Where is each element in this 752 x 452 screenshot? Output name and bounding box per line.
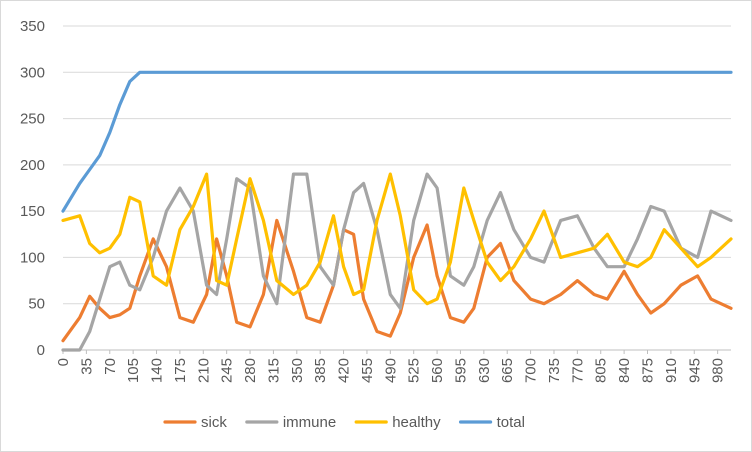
x-tick-label: 210 — [195, 358, 212, 383]
series-line-sick — [61, 218, 733, 343]
x-tick-label: 175 — [172, 358, 189, 383]
y-tick-label: 300 — [20, 64, 45, 81]
series-lines — [61, 70, 733, 352]
legend-label-healthy: healthy — [392, 414, 441, 431]
x-tick-label: 770 — [569, 358, 586, 383]
series-line-healthy — [61, 172, 733, 306]
x-tick-label: 665 — [499, 358, 516, 383]
x-tick-label: 70 — [102, 358, 119, 375]
x-tick-label: 385 — [312, 358, 329, 383]
y-tick-label: 100 — [20, 249, 45, 266]
x-tick-label: 910 — [663, 358, 680, 383]
y-tick-label: 250 — [20, 111, 45, 128]
x-tick-label: 455 — [359, 358, 376, 383]
x-tick-label: 105 — [125, 358, 142, 383]
x-tick-label: 350 — [289, 358, 306, 383]
x-axis: 0 35 70 105 140 175 210 245 280 315 350 385 420 455 49… — [55, 349, 731, 383]
x-tick-label: 735 — [546, 358, 563, 383]
x-tick-label: 945 — [686, 358, 703, 383]
x-tick-label: 0 — [55, 358, 72, 366]
x-tick-label: 490 — [382, 358, 399, 383]
x-tick-label: 280 — [242, 358, 259, 383]
x-tick-label: 315 — [265, 358, 282, 383]
y-axis: 0 50 100 150 200 250 300 350 — [20, 18, 45, 359]
y-tick-label: 350 — [20, 18, 45, 35]
x-tick-label: 805 — [593, 358, 610, 383]
x-tick-label: 595 — [452, 358, 469, 383]
x-tick-label: 245 — [219, 358, 236, 383]
legend: sick immune healthy total — [163, 414, 525, 431]
y-tick-label: 150 — [20, 203, 45, 220]
y-tick-label: 200 — [20, 157, 45, 174]
x-tick-label: 875 — [640, 358, 657, 383]
legend-label-immune: immune — [283, 414, 336, 431]
legend-label-sick: sick — [201, 414, 227, 431]
y-tick-label: 50 — [28, 296, 45, 313]
x-tick-label: 35 — [78, 358, 95, 375]
x-tick-label: 700 — [523, 358, 540, 383]
x-tick-label: 560 — [429, 358, 446, 383]
x-tick-label: 420 — [336, 358, 353, 383]
series-line-total — [61, 70, 733, 213]
x-tick-label: 140 — [149, 358, 166, 383]
x-tick-label: 525 — [406, 358, 423, 383]
x-tick-label: 630 — [476, 358, 493, 383]
x-tick-label: 980 — [710, 358, 727, 383]
x-tick-label: 840 — [616, 358, 633, 383]
y-tick-label: 0 — [37, 342, 45, 359]
legend-label-total: total — [497, 414, 525, 431]
series-line-immune — [61, 172, 733, 352]
